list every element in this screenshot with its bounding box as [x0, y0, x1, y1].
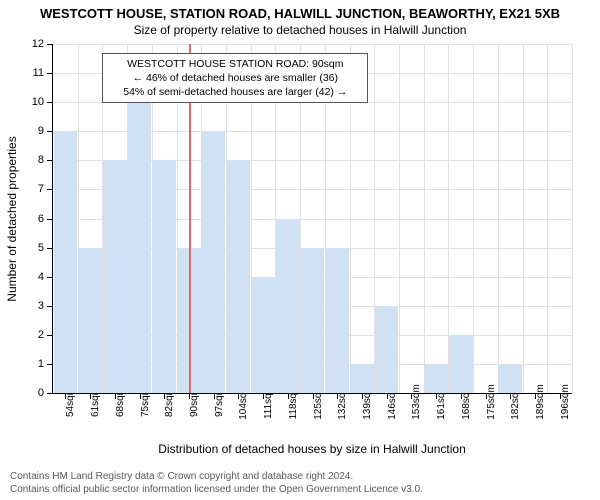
subtitle: Size of property relative to detached ho…: [0, 21, 600, 37]
bar: [325, 248, 348, 393]
bar: [78, 248, 101, 393]
ytick-label: 6: [38, 213, 44, 225]
ytick-label: 0: [38, 387, 44, 399]
gridline-h: [53, 44, 572, 45]
bar: [128, 102, 151, 393]
x-axis-title: Distribution of detached houses by size …: [158, 442, 466, 456]
plot-region: 012345678910111254sqm61sqm68sqm75sqm82sq…: [52, 44, 572, 394]
ytick-label: 11: [33, 67, 44, 79]
annotation-line-1: WESTCOTT HOUSE STATION ROAD: 90sqm: [109, 57, 361, 71]
gridline-v: [572, 44, 573, 393]
bar: [424, 364, 447, 393]
annotation-line-2: ← 46% of detached houses are smaller (36…: [109, 71, 361, 85]
ytick: [47, 277, 53, 278]
ytick: [47, 306, 53, 307]
bar: [449, 335, 472, 393]
bar: [54, 131, 77, 393]
gridline-v: [399, 44, 400, 393]
ytick-label: 2: [38, 329, 44, 341]
xtick-label: 196sqm: [560, 384, 571, 420]
ytick: [47, 248, 53, 249]
bar: [498, 364, 521, 393]
ytick-label: 10: [32, 96, 44, 108]
ytick: [47, 189, 53, 190]
gridline-v: [473, 44, 474, 393]
ytick: [47, 160, 53, 161]
bar: [251, 277, 274, 393]
ytick-label: 12: [32, 38, 44, 50]
ytick: [47, 219, 53, 220]
ytick-label: 9: [38, 125, 44, 137]
bar: [350, 364, 373, 393]
ytick-label: 7: [38, 183, 44, 195]
ytick-label: 1: [38, 358, 44, 370]
footer: Contains HM Land Registry data © Crown c…: [10, 470, 590, 496]
annotation-box: WESTCOTT HOUSE STATION ROAD: 90sqm ← 46%…: [102, 53, 368, 104]
ytick: [47, 73, 53, 74]
gridline-v: [424, 44, 425, 393]
gridline-v: [498, 44, 499, 393]
bar: [103, 160, 126, 393]
bar: [276, 219, 299, 394]
bar: [202, 131, 225, 393]
ytick: [47, 102, 53, 103]
ytick: [47, 393, 53, 394]
gridline-v: [547, 44, 548, 393]
ytick-label: 8: [38, 154, 44, 166]
xtick-label: 153sqm: [411, 384, 422, 420]
ytick-label: 5: [38, 242, 44, 254]
page-title: WESTCOTT HOUSE, STATION ROAD, HALWILL JU…: [0, 0, 600, 21]
xtick-label: 175sqm: [486, 384, 497, 420]
ytick: [47, 131, 53, 132]
bar: [152, 160, 175, 393]
annotation-line-3: 54% of semi-detached houses are larger (…: [109, 85, 361, 99]
footer-line-2: Contains official public sector informat…: [10, 483, 590, 496]
xtick-label: 189sqm: [535, 384, 546, 420]
ytick-label: 4: [38, 271, 44, 283]
bar: [375, 306, 398, 393]
ytick: [47, 364, 53, 365]
bar: [227, 160, 250, 393]
gridline-v: [523, 44, 524, 393]
footer-line-1: Contains HM Land Registry data © Crown c…: [10, 470, 590, 483]
chart-area: 012345678910111254sqm61sqm68sqm75sqm82sq…: [52, 44, 572, 394]
y-axis-title: Number of detached properties: [5, 136, 19, 301]
ytick-label: 3: [38, 300, 44, 312]
bar: [301, 248, 324, 393]
ytick: [47, 44, 53, 45]
ytick: [47, 335, 53, 336]
